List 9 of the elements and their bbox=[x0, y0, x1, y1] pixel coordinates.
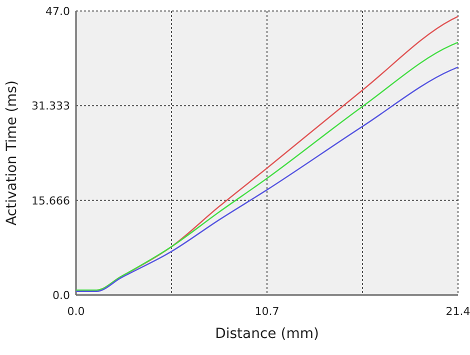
y-axis-title: Activation Time (ms) bbox=[4, 80, 20, 226]
x-tick-label: 10.7 bbox=[254, 305, 280, 318]
x-tick-label: 21.4 bbox=[446, 305, 470, 318]
y-tick-label: 47.0 bbox=[46, 5, 70, 18]
y-tick-label: 0.0 bbox=[52, 289, 70, 302]
x-tick-label: 0.0 bbox=[67, 305, 85, 318]
y-tick-label: 31.333 bbox=[32, 100, 70, 113]
y-tick-label: 15.666 bbox=[32, 194, 70, 208]
x-axis-title: Distance (mm) bbox=[215, 326, 319, 342]
